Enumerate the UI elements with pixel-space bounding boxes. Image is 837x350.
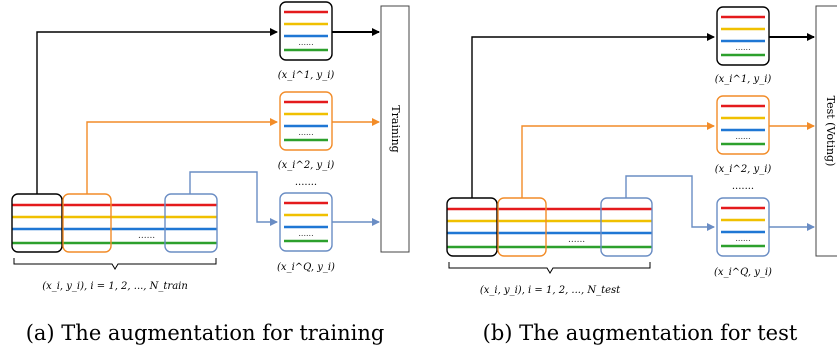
panel-b-base-signals: ...... bbox=[447, 207, 652, 249]
aug-label-2-b: (x_i^2, y_i) bbox=[715, 164, 772, 175]
aug-box-2-b: ...... bbox=[716, 95, 770, 155]
aug-label-1-b: (x_i^1, y_i) bbox=[715, 74, 772, 85]
panel-a-base-signals: ...... bbox=[12, 203, 217, 245]
base-label: (x_i, y_i), i = 1, 2, ..., N_train bbox=[42, 281, 188, 292]
arrow-2 bbox=[86, 118, 278, 194]
svg-text:......: ...... bbox=[298, 38, 313, 47]
svg-text:......: ...... bbox=[298, 128, 313, 137]
aug-ellipsis-b: ....... bbox=[732, 181, 754, 192]
caption-b: (b) The augmentation for test bbox=[483, 321, 798, 345]
arrow-1-b bbox=[471, 33, 715, 198]
aug-label-2: (x_i^2, y_i) bbox=[278, 160, 335, 171]
base-brace-b bbox=[448, 262, 651, 274]
aug-label-1: (x_i^1, y_i) bbox=[278, 70, 335, 81]
aug-ellipsis: ....... bbox=[295, 177, 317, 188]
aug-box-q: ...... bbox=[279, 192, 333, 252]
base-ellipsis: ...... bbox=[138, 231, 155, 241]
aug-box-q-b: ...... bbox=[716, 197, 770, 257]
training-block bbox=[380, 5, 410, 253]
svg-text:......: ...... bbox=[735, 234, 750, 243]
aug-box-1-b: ...... bbox=[716, 6, 770, 66]
arrow-q bbox=[189, 171, 278, 226]
training-label: Training bbox=[389, 105, 402, 152]
svg-text:......: ...... bbox=[735, 43, 750, 52]
window-q bbox=[164, 193, 218, 253]
panel-a: ...... (x_i, y_i), i = 1, 2, ..., N_trai… bbox=[11, 1, 410, 345]
arrow-q-b bbox=[625, 175, 715, 231]
base-brace bbox=[13, 258, 217, 270]
caption-a: (a) The augmentation for training bbox=[26, 321, 385, 345]
svg-text:......: ...... bbox=[735, 132, 750, 141]
svg-text:......: ...... bbox=[568, 235, 585, 245]
aug-label-q: (x_i^Q, y_i) bbox=[277, 262, 335, 273]
arrow-1 bbox=[36, 28, 278, 194]
arrow-2-b bbox=[521, 122, 715, 198]
panel-b: ...... (x_i, y_i), i = 1, 2, ..., N_test… bbox=[446, 5, 837, 345]
aug-label-q-b: (x_i^Q, y_i) bbox=[714, 267, 772, 278]
base-label-b: (x_i, y_i), i = 1, 2, ..., N_test bbox=[480, 285, 621, 296]
svg-text:......: ...... bbox=[298, 229, 313, 238]
test-block bbox=[815, 5, 837, 257]
aug-box-1: ...... bbox=[279, 1, 333, 61]
test-label: Test (Voting) bbox=[824, 96, 837, 167]
aug-box-2: ...... bbox=[279, 91, 333, 151]
